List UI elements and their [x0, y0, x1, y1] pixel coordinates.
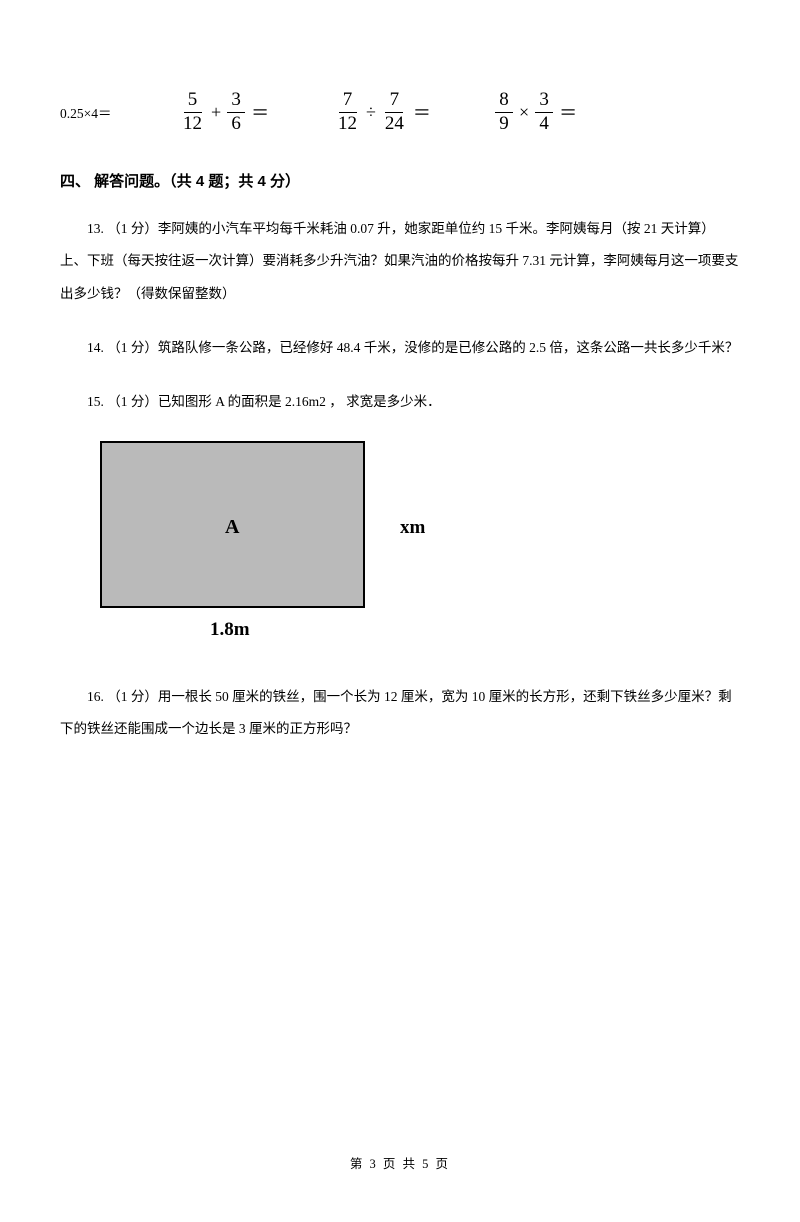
denominator: 12 — [335, 113, 360, 135]
plus-operator: + — [211, 102, 221, 123]
equals-sign: ＝ — [559, 99, 577, 125]
fraction-5-12: 5 12 — [180, 90, 205, 135]
page-footer: 第 3 页 共 5 页 — [0, 1153, 800, 1172]
fraction-8-9: 8 9 — [495, 90, 513, 135]
fraction-7-24: 7 24 — [382, 90, 407, 135]
equation-3: 7 12 ÷ 7 24 ＝ — [335, 90, 495, 135]
equals-sign: ＝ — [251, 99, 269, 125]
fraction-3-6: 3 6 — [227, 90, 245, 135]
numerator: 8 — [495, 90, 513, 113]
label-A: A — [225, 516, 239, 539]
numerator: 5 — [184, 90, 202, 113]
question-15: 15. （1 分）已知图形 A 的面积是 2.16m2 ， 求宽是多少米． — [60, 386, 740, 418]
fraction-3-4: 3 4 — [535, 90, 553, 135]
label-xm: xm — [400, 517, 425, 539]
question-14: 14. （1 分）筑路队修一条公路，已经修好 48.4 千米，没修的是已修公路的… — [60, 332, 740, 364]
label-bottom: 1.8m — [210, 619, 250, 641]
denominator: 24 — [382, 113, 407, 135]
equation-row: 0.25×4＝ 5 12 + 3 6 ＝ 7 12 ÷ 7 24 ＝ 8 9 × — [60, 90, 740, 135]
equation-4: 8 9 × 3 4 ＝ — [495, 90, 645, 135]
numerator: 7 — [339, 90, 357, 113]
times-operator: × — [519, 102, 529, 123]
numerator: 3 — [227, 90, 245, 113]
numerator: 3 — [535, 90, 553, 113]
denominator: 12 — [180, 113, 205, 135]
fraction-7-12: 7 12 — [335, 90, 360, 135]
equation-1: 0.25×4＝ — [60, 102, 180, 122]
denominator: 6 — [228, 113, 244, 135]
rectangle-diagram: A xm 1.8m — [100, 441, 740, 651]
numerator: 7 — [385, 90, 403, 113]
equation-2: 5 12 + 3 6 ＝ — [180, 90, 335, 135]
section-heading: 四、 解答问题。（共 4 题；共 4 分） — [60, 170, 740, 191]
denominator: 4 — [536, 113, 552, 135]
question-13: 13. （1 分）李阿姨的小汽车平均每千米耗油 0.07 升，她家距单位约 15… — [60, 213, 740, 310]
denominator: 9 — [496, 113, 512, 135]
question-16: 16. （1 分）用一根长 50 厘米的铁丝，围一个长为 12 厘米，宽为 10… — [60, 681, 740, 746]
equals-sign: ＝ — [413, 99, 431, 125]
divide-operator: ÷ — [366, 102, 376, 123]
